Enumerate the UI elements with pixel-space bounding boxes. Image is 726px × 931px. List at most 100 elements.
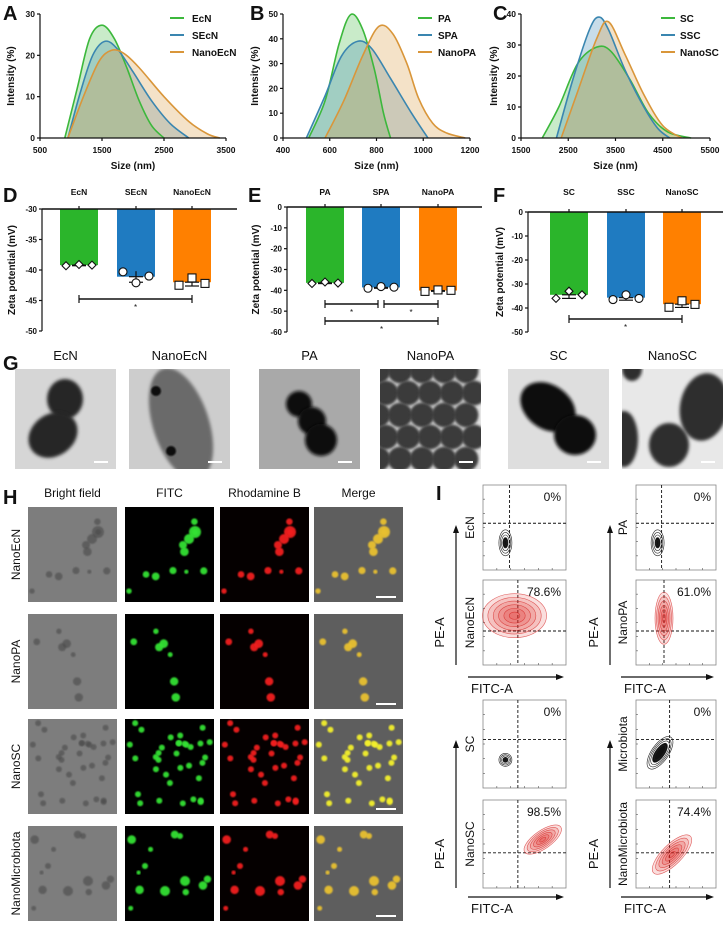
cell-spot bbox=[355, 779, 362, 786]
cell-spot bbox=[41, 726, 48, 733]
y-tick-label: 20 bbox=[507, 71, 517, 81]
line-ssc bbox=[555, 16, 671, 139]
micrograph-rhodamine-b-nanomicrobiota bbox=[220, 826, 309, 921]
arrow-head bbox=[453, 525, 459, 533]
cell-spot bbox=[126, 588, 132, 594]
y-axis-title: Zeta potential (mV) bbox=[7, 225, 18, 315]
cell-spot bbox=[142, 571, 150, 578]
cell-spot bbox=[391, 754, 398, 761]
cell-shape bbox=[305, 424, 337, 456]
cell-shape bbox=[462, 425, 481, 449]
y-tick-label: 30 bbox=[269, 59, 279, 69]
contour bbox=[529, 829, 556, 850]
x-tick-label: 1000 bbox=[414, 145, 433, 155]
contour bbox=[662, 613, 666, 623]
cell-spot bbox=[370, 740, 377, 747]
y-tick-label: 0 bbox=[273, 133, 278, 143]
line-nanoecn bbox=[67, 49, 221, 139]
contour bbox=[650, 740, 670, 765]
contour bbox=[487, 597, 542, 635]
arrow-head bbox=[607, 525, 613, 533]
row-label: NanoMicrobiota bbox=[9, 831, 23, 915]
cell-spot bbox=[261, 779, 268, 786]
contour bbox=[646, 736, 674, 770]
contour bbox=[655, 539, 660, 546]
data-point-circle bbox=[131, 278, 141, 288]
cell-spot bbox=[360, 693, 370, 702]
cell-spot bbox=[247, 766, 254, 773]
panel-label-i: I bbox=[436, 483, 442, 505]
category-label: NanoPA bbox=[422, 187, 454, 197]
contour bbox=[503, 539, 508, 546]
cell-spot bbox=[202, 754, 209, 761]
contour bbox=[533, 831, 553, 848]
y-tick-label: -35 bbox=[25, 236, 37, 245]
sample-label: NanoEcN bbox=[463, 597, 477, 648]
tem-image-sc bbox=[508, 369, 609, 469]
cell-spot bbox=[94, 518, 101, 525]
row-label: NanoPA bbox=[9, 640, 23, 684]
cell-spot bbox=[277, 888, 285, 896]
cell-spot bbox=[230, 885, 239, 895]
cell-spot bbox=[167, 652, 173, 658]
cell-spot bbox=[274, 541, 282, 549]
cell-spot bbox=[106, 875, 115, 883]
cell-spot bbox=[340, 572, 349, 581]
scale-bar bbox=[376, 808, 396, 810]
cell-shape bbox=[418, 381, 442, 405]
cell-spot bbox=[388, 759, 395, 766]
quadrant-percent: 74.4% bbox=[677, 805, 711, 819]
scale-bar bbox=[94, 461, 108, 463]
y-tick-label: -20 bbox=[511, 256, 523, 265]
micrograph-merge-nanoecn bbox=[314, 507, 403, 602]
category-label: SPA bbox=[373, 187, 390, 197]
plot-frame bbox=[635, 484, 717, 571]
x-tick-label: 600 bbox=[323, 145, 337, 155]
cell-spot bbox=[373, 534, 383, 544]
size-chart-b: PA SPA NanoPA 400 600 800 1000 1200 0 10 20 30 40 50 S… bbox=[250, 9, 480, 172]
quadrant-percent: 0% bbox=[694, 490, 712, 504]
data-point-square bbox=[420, 286, 430, 296]
micrograph-background bbox=[220, 614, 309, 709]
contour bbox=[482, 593, 547, 639]
cell-spot bbox=[276, 740, 283, 747]
cell-spot bbox=[152, 754, 159, 761]
cell-spot bbox=[321, 755, 328, 762]
area-sc bbox=[542, 46, 692, 139]
cell-spot bbox=[319, 638, 327, 646]
cell-shape bbox=[380, 403, 390, 427]
data-point-circle bbox=[144, 271, 154, 281]
cell-spot bbox=[285, 796, 292, 803]
cell-spot bbox=[274, 800, 281, 807]
cell-spot bbox=[73, 830, 82, 839]
cell-spot bbox=[51, 846, 57, 852]
cell-spot bbox=[191, 518, 198, 525]
sample-label: PA bbox=[616, 520, 630, 535]
panel-label-h: H bbox=[3, 487, 17, 509]
contour bbox=[492, 600, 537, 631]
data-point-diamond bbox=[551, 293, 561, 304]
cell-spot bbox=[295, 567, 303, 575]
cell-shape bbox=[396, 381, 420, 405]
cell-spot bbox=[38, 885, 47, 895]
cell-spot bbox=[386, 740, 393, 747]
cell-shape bbox=[148, 369, 214, 469]
cell-shape bbox=[47, 379, 83, 419]
cell-spot bbox=[198, 881, 208, 890]
micrograph-fitc-nanopa bbox=[125, 614, 214, 709]
contour bbox=[655, 837, 689, 872]
cell-spot bbox=[342, 628, 348, 635]
x-axis-title: Size (nm) bbox=[354, 161, 398, 172]
cell-spot bbox=[247, 754, 254, 761]
cell-shape bbox=[28, 412, 78, 458]
panel-label-e: E bbox=[248, 185, 261, 207]
plot-frame bbox=[482, 579, 567, 666]
micrograph-merge-nanomicrobiota bbox=[314, 826, 403, 921]
cell-spot bbox=[326, 800, 333, 807]
contour bbox=[536, 834, 550, 845]
cell-shape bbox=[649, 423, 689, 467]
cell-spot bbox=[366, 833, 372, 839]
cell-spot bbox=[70, 652, 76, 658]
line-secn bbox=[67, 40, 190, 139]
area-secn bbox=[67, 41, 189, 139]
